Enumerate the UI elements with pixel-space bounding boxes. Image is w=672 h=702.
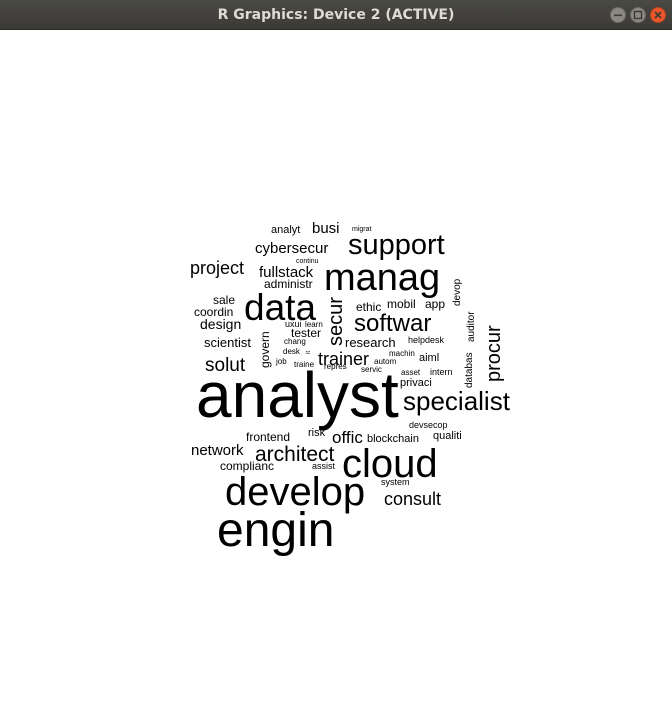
word-continu: continu	[296, 258, 319, 265]
word-assist: assist	[312, 461, 336, 471]
word-secur: secur	[325, 297, 347, 346]
word-support: support	[348, 229, 445, 261]
word-analyt: analyt	[271, 224, 300, 236]
word-helpdesk: helpdesk	[408, 335, 445, 345]
word-migrat: migrat	[352, 226, 372, 233]
word-autom: autom	[374, 357, 397, 366]
word-solut: solut	[205, 355, 246, 376]
word-blockchain: blockchain	[367, 433, 419, 445]
word-busi: busi	[312, 220, 340, 237]
word-system: system	[381, 477, 410, 487]
word-frontend: frontend	[246, 430, 290, 444]
word-mobil: mobil	[387, 297, 416, 311]
word-complianc: complianc	[220, 459, 274, 473]
word-offic: offic	[332, 428, 363, 447]
word-traine: traine	[294, 360, 315, 369]
word-design: design	[200, 316, 241, 332]
word-devop: devop	[452, 278, 463, 306]
close-button[interactable]	[650, 7, 666, 23]
word-cybersecur: cybersecur	[255, 240, 328, 257]
word-chang: chang	[284, 337, 306, 346]
word-job: job	[275, 357, 287, 366]
word-qualiti: qualiti	[433, 430, 462, 442]
word-procur: procur	[483, 325, 505, 382]
word-tester: tester	[291, 326, 321, 340]
word-manag: manag	[324, 257, 440, 299]
window-title: R Graphics: Device 2 (ACTIVE)	[217, 7, 455, 23]
close-icon	[654, 11, 662, 19]
word-databas: databas	[464, 352, 475, 388]
minimize-button[interactable]	[610, 7, 626, 23]
word-develop: develop	[225, 470, 365, 514]
word-administr: administr	[264, 277, 313, 291]
word-specialist: specialist	[403, 386, 511, 416]
word-intern: intern	[430, 367, 453, 377]
word-risk: risk	[308, 427, 326, 439]
word-fullstack: fullstack	[259, 264, 314, 281]
word-cloud: cloud	[342, 442, 438, 486]
word-engin: engin	[217, 504, 334, 557]
word-architect: architect	[255, 443, 335, 466]
minimize-icon	[614, 14, 622, 17]
word-privaci: privaci	[400, 377, 432, 389]
word-trainer: trainer	[318, 349, 369, 369]
word-analyst: analyst	[196, 359, 399, 431]
word-scientist: scientist	[204, 335, 251, 350]
word-aiml: aiml	[419, 352, 439, 364]
word-app: app	[425, 297, 445, 311]
title-bar[interactable]: R Graphics: Device 2 (ACTIVE)	[0, 0, 672, 30]
word-ethic: ethic	[356, 300, 381, 314]
word-machin: machin	[389, 349, 415, 358]
word-devsecop: devsecop	[409, 420, 448, 430]
word-consult: consult	[384, 489, 441, 509]
word-softwar: softwar	[354, 310, 431, 337]
word-coordin: coordin	[194, 305, 233, 319]
word-data: data	[244, 287, 316, 328]
word-learn: learn	[305, 320, 323, 329]
word-servic: servic	[361, 365, 382, 374]
word-uxui: uxui	[285, 319, 302, 329]
word-repres: repres	[324, 362, 347, 371]
maximize-icon	[633, 10, 643, 20]
maximize-button[interactable]	[630, 7, 646, 23]
plot-canvas: analyst engin develop cloud manag data support…	[0, 30, 672, 702]
word-network: network	[191, 442, 244, 459]
word-sale: sale	[213, 293, 235, 307]
word-desk: desk	[283, 347, 301, 356]
word-project: project	[190, 258, 244, 278]
word-research: research	[345, 335, 396, 350]
word-it: it	[306, 351, 312, 354]
word-asset: asset	[401, 368, 421, 377]
word-auditor: auditor	[466, 311, 477, 342]
word-govern: govern	[258, 331, 272, 368]
